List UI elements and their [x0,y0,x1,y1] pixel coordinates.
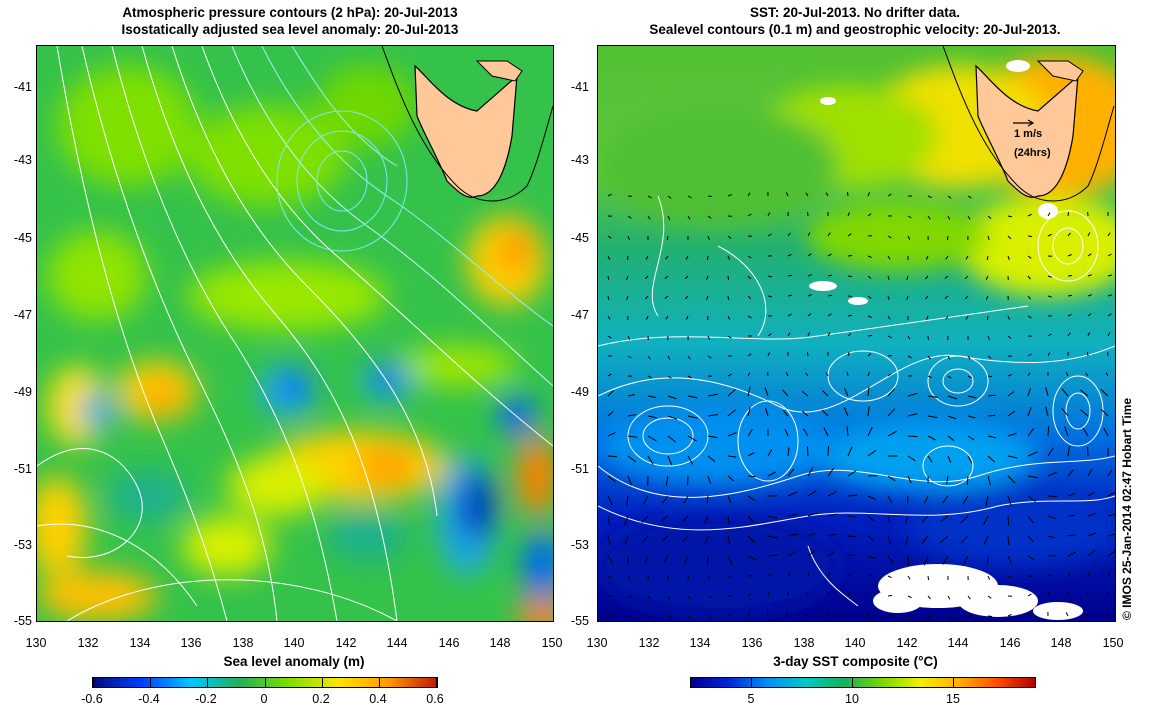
left-colorbar-title: Sea level anomaly (m) [223,654,365,669]
left-lat-tick-49: -49 [13,385,32,399]
left-title-line2: Isostatically adjusted sea level anomaly… [121,22,459,37]
velocity-arrow-field [607,191,1115,619]
sla-cbar-label-n02: -0.2 [195,692,217,706]
sla-cbar-label-02: 0.2 [312,692,330,706]
right-lon-tick-146: 146 [999,636,1021,650]
left-title-line1: Atmospheric pressure contours (2 hPa): 2… [122,5,458,20]
left-lat-tick-51: -51 [13,462,32,476]
sla-cbar-label-04: 0.4 [369,692,387,706]
right-title-line1: SST: 20-Jul-2013. No drifter data. [749,5,961,20]
left-lat-tick-43: -43 [13,153,32,167]
left-lon-tick-150: 150 [541,636,563,650]
sla-cbar-label-06: 0.6 [426,692,444,706]
left-lat-tick-41: -41 [13,80,32,94]
left-map-title: Atmospheric pressure contours (2 hPa): 2… [0,4,580,38]
pressure-contours [37,46,553,621]
sst-cbar-label-10: 10 [845,692,859,706]
right-lat-tick-43: -43 [570,153,589,167]
tasmania-land-right [942,46,1115,202]
right-lon-tick-144: 144 [947,636,969,650]
right-lon-tick-132: 132 [638,636,660,650]
right-lon-tick-134: 134 [689,636,711,650]
left-lat-tick-53: -53 [13,538,32,552]
right-lat-tick-53: -53 [570,538,589,552]
sla-cbar-label-n06: -0.6 [81,692,103,706]
left-lon-tick-146: 146 [438,636,460,650]
right-map-title: SST: 20-Jul-2013. No drifter data. Seale… [575,4,1135,38]
velocity-scale-key: 1 m/s (24hrs) [1014,125,1051,163]
sla-colorbar [92,677,438,688]
sst-cbar-label-15: 15 [946,692,960,706]
right-lon-tick-136: 136 [741,636,763,650]
right-lat-tick-49: -49 [570,385,589,399]
tasmania-land [381,46,553,202]
left-lon-tick-136: 136 [180,636,202,650]
sla-cbar-label-n04: -0.4 [138,692,160,706]
sst-colorbar [690,677,1036,688]
right-lat-tick-47: -47 [570,308,589,322]
left-lon-tick-132: 132 [77,636,99,650]
left-lon-tick-140: 140 [283,636,305,650]
left-lon-tick-144: 144 [386,636,408,650]
sst-cbar-label-5: 5 [747,692,755,706]
right-lon-tick-130: 130 [586,636,608,650]
left-lat-tick-45: -45 [13,231,32,245]
right-lon-tick-150: 150 [1102,636,1124,650]
velocity-key-speed: 1 m/s [1014,128,1043,140]
right-lon-tick-140: 140 [844,636,866,650]
left-lon-tick-134: 134 [129,636,151,650]
right-title-line2: Sealevel contours (0.1 m) and geostrophi… [649,22,1061,37]
velocity-key-arrow [1013,119,1035,127]
right-lon-tick-138: 138 [793,636,815,650]
right-lon-tick-142: 142 [896,636,918,650]
right-lat-tick-45: -45 [570,231,589,245]
left-lon-tick-142: 142 [335,636,357,650]
sla-field [37,66,553,621]
right-lon-tick-148: 148 [1050,636,1072,650]
sst-map [597,45,1116,622]
left-lat-tick-55: -55 [13,614,32,628]
left-lon-tick-148: 148 [489,636,511,650]
imos-credit: © IMOS 25-Jan-2014 02:47 Hobart Time [1120,397,1134,620]
right-lat-tick-41: -41 [570,80,589,94]
left-lat-tick-47: -47 [13,308,32,322]
sea-level-anomaly-map [36,45,554,622]
velocity-key-period: (24hrs) [1014,147,1051,159]
right-lat-tick-51: -51 [570,462,589,476]
right-colorbar-title: 3-day SST composite (°C) [773,654,938,669]
cloud-mask [809,60,1083,620]
right-lat-tick-55: -55 [570,614,589,628]
left-lon-tick-130: 130 [25,636,47,650]
left-lon-tick-138: 138 [232,636,254,650]
sla-cbar-label-0: 0 [260,692,268,706]
